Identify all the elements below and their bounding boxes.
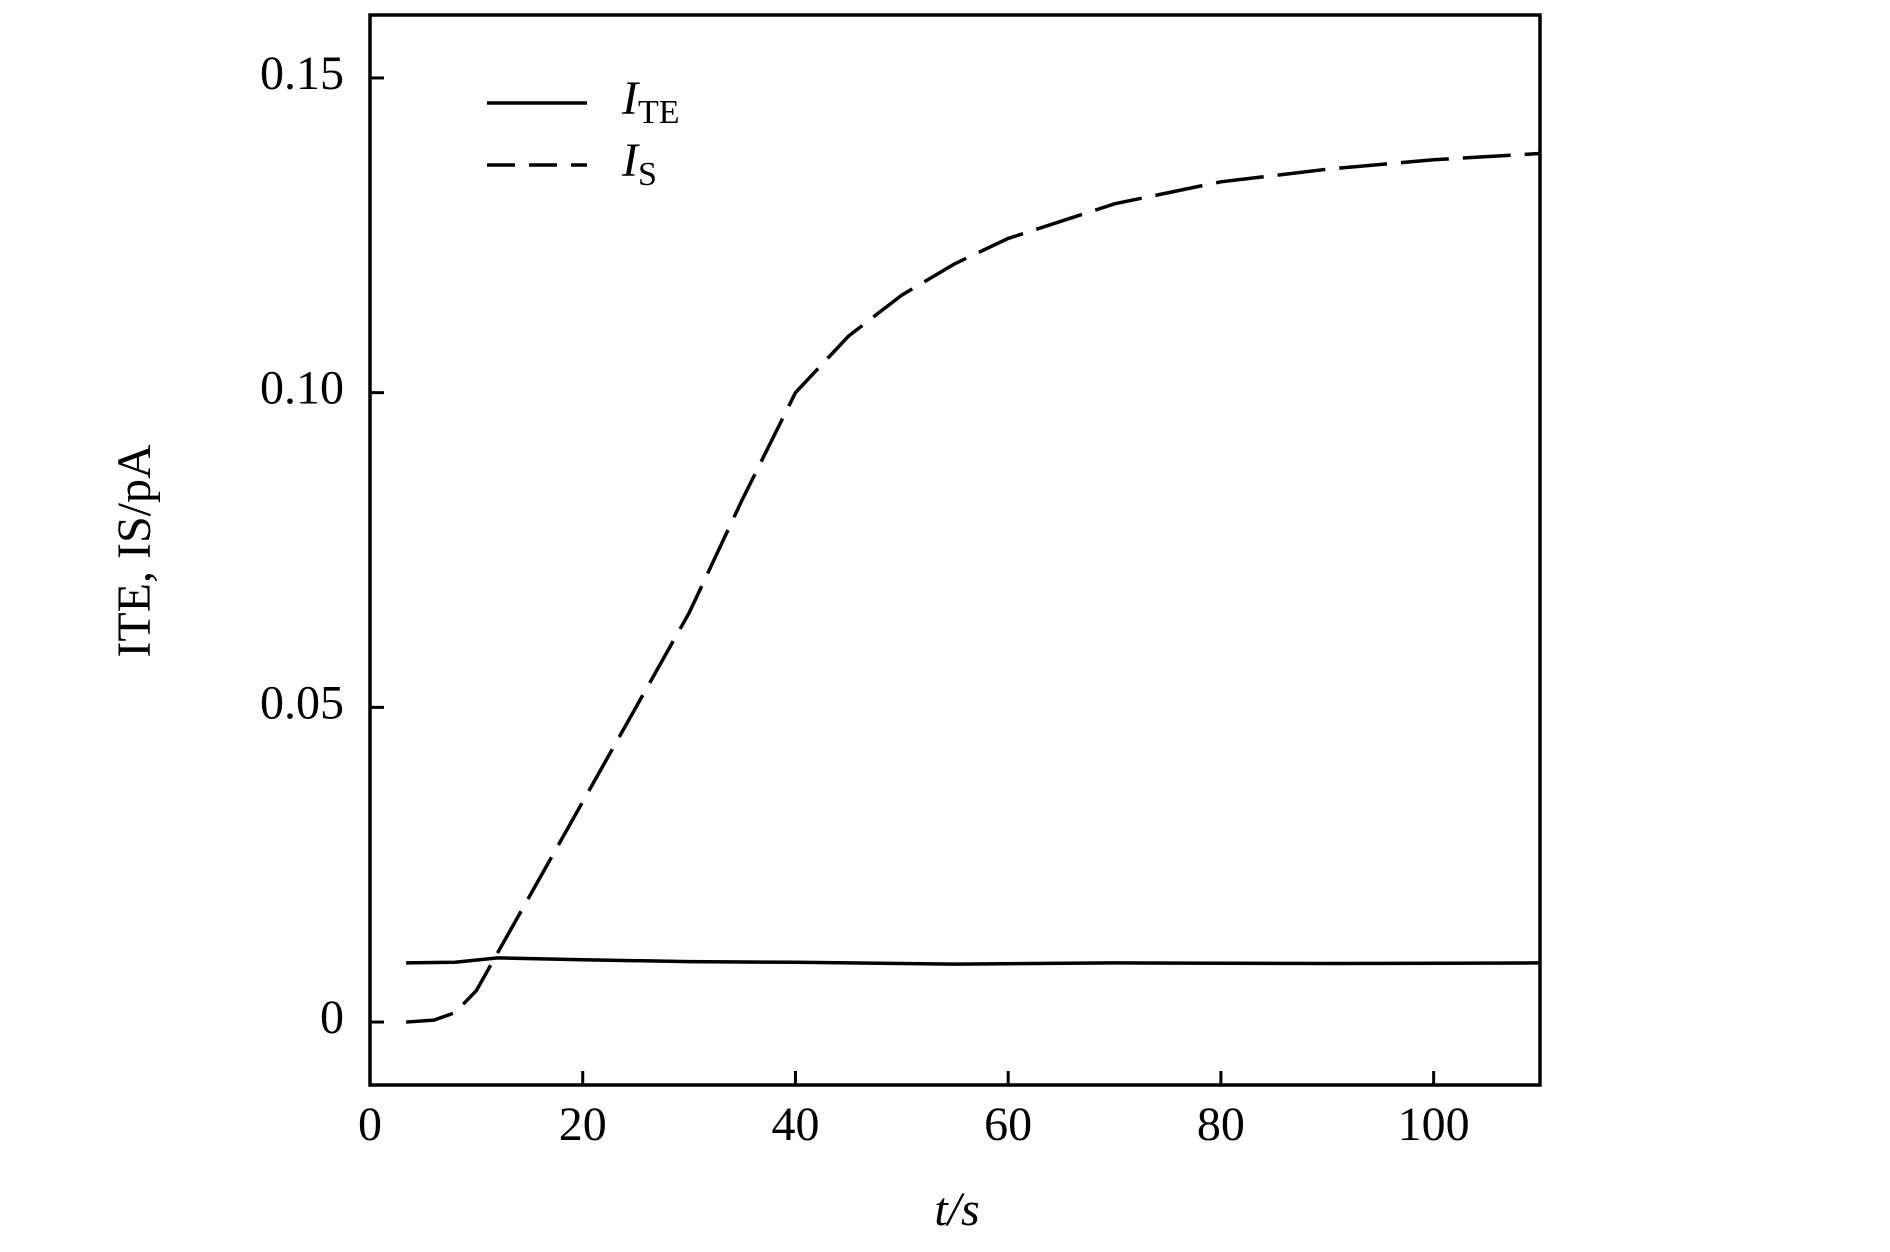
x-tick-label: 20 (559, 1098, 607, 1151)
legend-label: ITE (621, 72, 680, 131)
x-tick-label: 100 (1398, 1098, 1470, 1151)
line (406, 151, 1541, 1024)
x-axis-label: t/s (934, 1183, 979, 1236)
y-tick-label: 0.10 (260, 362, 344, 415)
y-tick-label: 0.05 (260, 676, 344, 729)
x-tick-label: 40 (771, 1098, 819, 1151)
y-axis-label: ITE, IS/pA (108, 444, 161, 658)
x-tick-label: 0 (358, 1098, 382, 1151)
x-tick-label: 80 (1197, 1098, 1245, 1151)
y-tick-label: 0 (320, 991, 344, 1044)
line (406, 956, 1541, 966)
plot-frame (368, 13, 1542, 1087)
legend-label: IS (621, 134, 657, 193)
y-tick-label: 0.15 (260, 47, 344, 100)
x-tick-label: 60 (984, 1098, 1032, 1151)
